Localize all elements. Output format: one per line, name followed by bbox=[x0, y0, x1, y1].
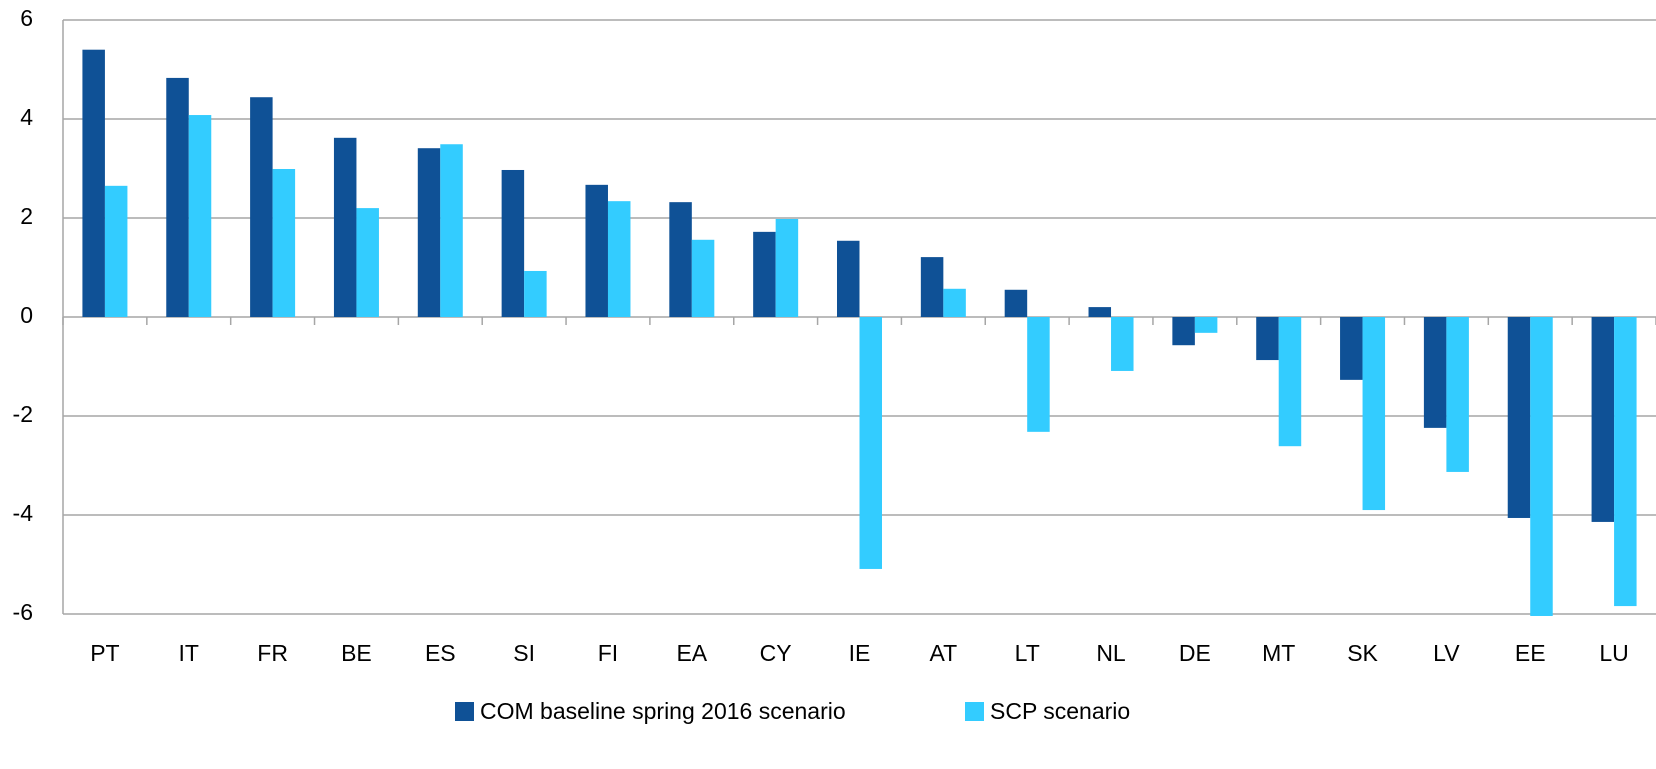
x-tick-label: LV bbox=[1433, 640, 1460, 666]
bar bbox=[440, 144, 463, 317]
legend-swatch bbox=[455, 702, 474, 721]
bar bbox=[356, 208, 379, 317]
x-tick-label: IT bbox=[179, 640, 199, 666]
y-tick-label: 2 bbox=[20, 203, 33, 229]
bar bbox=[501, 169, 525, 317]
bar bbox=[1194, 317, 1218, 333]
bar bbox=[775, 218, 799, 317]
bar bbox=[82, 49, 105, 317]
bar bbox=[1362, 317, 1386, 511]
legend-label: SCP scenario bbox=[990, 698, 1130, 724]
bar bbox=[1172, 317, 1195, 346]
bar bbox=[607, 201, 631, 317]
bar bbox=[524, 270, 547, 317]
bar bbox=[1111, 317, 1134, 371]
bar bbox=[859, 317, 882, 569]
bar bbox=[104, 185, 128, 317]
bar bbox=[250, 97, 273, 317]
bar bbox=[1507, 317, 1531, 518]
x-tick-label: BE bbox=[341, 640, 372, 666]
x-tick-label: CY bbox=[760, 640, 792, 666]
legend-label: COM baseline spring 2016 scenario bbox=[480, 698, 846, 724]
x-tick-label: FI bbox=[598, 640, 618, 666]
y-tick-label: 4 bbox=[20, 104, 33, 130]
bar bbox=[943, 288, 966, 317]
y-tick-label: 0 bbox=[20, 302, 33, 328]
bar bbox=[1530, 317, 1553, 616]
x-tick-label: NL bbox=[1096, 640, 1126, 666]
bar bbox=[669, 202, 692, 317]
x-tick-label: EE bbox=[1515, 640, 1546, 666]
x-tick-label: LU bbox=[1599, 640, 1628, 666]
bar bbox=[1591, 317, 1615, 522]
bar bbox=[166, 77, 189, 317]
bar bbox=[1027, 317, 1050, 432]
bar bbox=[1278, 317, 1302, 447]
bar bbox=[1423, 317, 1447, 428]
x-tick-label: FR bbox=[257, 640, 288, 666]
x-tick-label: SK bbox=[1347, 640, 1378, 666]
bar bbox=[1256, 317, 1279, 361]
x-tick-label: AT bbox=[929, 640, 957, 666]
legend-swatch bbox=[965, 702, 984, 721]
bar bbox=[753, 231, 776, 317]
bar bbox=[691, 239, 715, 317]
bar bbox=[272, 168, 296, 317]
y-tick-label: 6 bbox=[20, 5, 33, 31]
bar bbox=[837, 240, 860, 317]
x-tick-label: IE bbox=[849, 640, 871, 666]
bar bbox=[417, 148, 441, 317]
bar bbox=[1088, 307, 1112, 317]
y-tick-label: -6 bbox=[13, 599, 33, 625]
x-tick-label: MT bbox=[1262, 640, 1295, 666]
x-tick-label: ES bbox=[425, 640, 456, 666]
bar bbox=[333, 137, 357, 317]
bar bbox=[188, 115, 212, 317]
x-tick-label: PT bbox=[90, 640, 119, 666]
x-tick-label: DE bbox=[1179, 640, 1211, 666]
bar bbox=[1614, 317, 1637, 607]
bar bbox=[1446, 317, 1469, 472]
bar bbox=[585, 184, 608, 317]
x-tick-label: SI bbox=[513, 640, 535, 666]
y-tick-label: -2 bbox=[13, 401, 33, 427]
bar bbox=[1004, 289, 1028, 317]
y-tick-label: -4 bbox=[13, 500, 34, 526]
x-tick-label: LT bbox=[1015, 640, 1040, 666]
bar bbox=[920, 257, 944, 317]
x-tick-label: EA bbox=[676, 640, 707, 666]
bar bbox=[1340, 317, 1363, 380]
